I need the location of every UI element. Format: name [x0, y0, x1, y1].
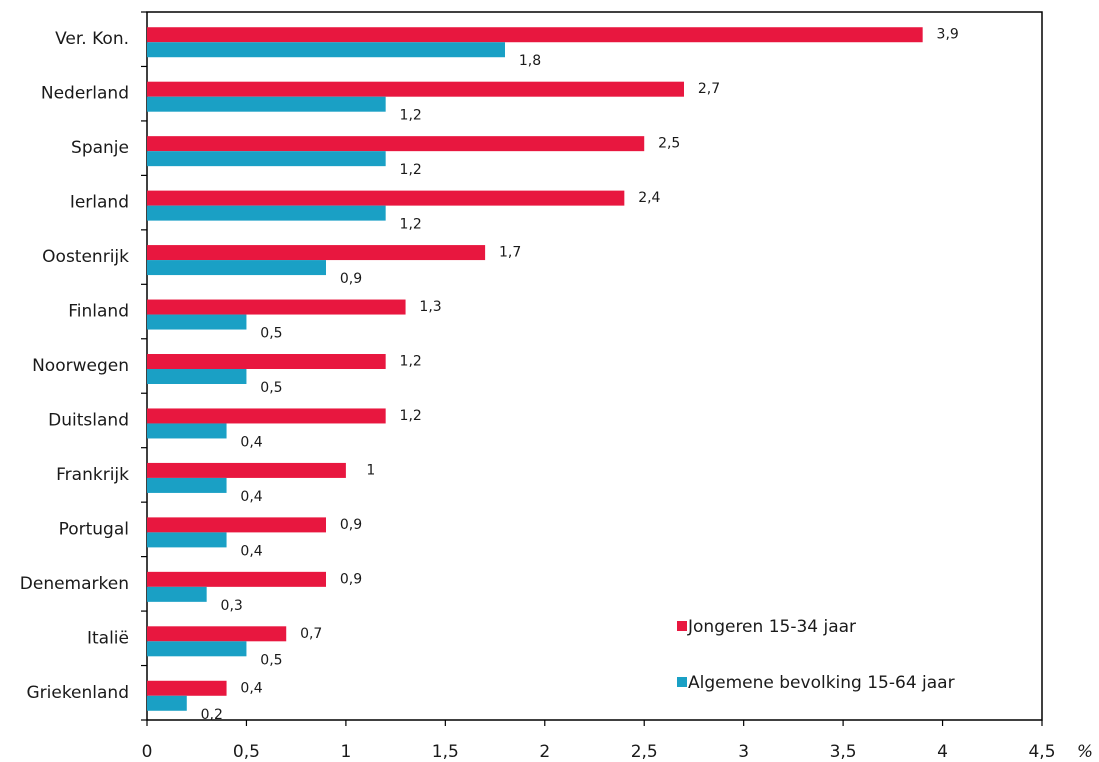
bar [147, 299, 406, 315]
x-tick-label: 0,5 [233, 742, 260, 762]
bar [147, 27, 923, 43]
bar [147, 477, 227, 493]
bar [147, 190, 625, 206]
value-label: 0,3 [221, 598, 243, 614]
value-label: 0,5 [260, 652, 282, 668]
category-label: Oostenrijk [42, 247, 129, 267]
value-label: 1,2 [400, 354, 422, 370]
x-tick-label: 1,5 [432, 742, 459, 762]
bar [147, 462, 346, 478]
value-label: 0,2 [201, 707, 223, 723]
bar [147, 532, 227, 548]
value-label: 0,9 [340, 517, 362, 533]
bar [147, 408, 386, 424]
bar [147, 205, 386, 221]
category-label: Finland [68, 302, 129, 322]
legend-swatch [677, 677, 687, 687]
value-label: 1,8 [519, 53, 541, 69]
legend-label: Jongeren 15-34 jaar [687, 617, 856, 637]
value-label: 0,7 [300, 626, 322, 642]
bar [147, 260, 326, 276]
value-label: 1,2 [400, 408, 422, 424]
value-label: 2,4 [638, 190, 660, 206]
value-label: 0,5 [260, 380, 282, 396]
bar [147, 423, 227, 439]
bar [147, 314, 247, 330]
bar [147, 151, 386, 167]
bar [147, 586, 207, 602]
category-label: Ver. Kon. [55, 29, 129, 49]
category-label: Ierland [70, 193, 129, 213]
category-label: Denemarken [20, 574, 129, 594]
value-label: 1,2 [400, 217, 422, 233]
value-label: 1,7 [499, 245, 521, 261]
bar [147, 136, 645, 152]
value-label: 1,2 [400, 108, 422, 124]
category-label: Nederland [41, 84, 129, 104]
value-label: 2,7 [698, 81, 720, 97]
x-tick-label: 4,5 [1028, 742, 1055, 762]
legend-label: Algemene bevolking 15-64 jaar [688, 673, 955, 693]
bar [147, 680, 227, 696]
category-label: Portugal [59, 519, 129, 539]
category-label: Italië [87, 628, 129, 648]
category-label: Spanje [71, 138, 129, 158]
x-tick-label: 3 [738, 742, 749, 762]
bar [147, 641, 247, 657]
bar [147, 42, 505, 58]
bar [147, 369, 247, 384]
value-label: 0,5 [260, 326, 282, 342]
bar [147, 245, 486, 261]
bar [147, 626, 287, 642]
bar [147, 354, 386, 369]
value-label: 1 [366, 462, 375, 478]
value-label: 2,5 [658, 136, 680, 152]
value-label: 3,9 [937, 27, 959, 43]
x-tick-label: 1 [340, 742, 351, 762]
x-tick-label: 4 [937, 742, 948, 762]
category-label: Noorwegen [32, 356, 129, 376]
bar [147, 695, 187, 711]
value-label: 1,3 [419, 299, 441, 315]
x-tick-label: 3,5 [830, 742, 857, 762]
x-tick-label: 2,5 [631, 742, 658, 762]
x-tick-label: 0 [142, 742, 153, 762]
value-label: 0,9 [340, 571, 362, 587]
bar [147, 517, 326, 533]
bar [147, 81, 684, 97]
value-label: 0,9 [340, 271, 362, 287]
value-label: 1,2 [400, 162, 422, 178]
category-label: Duitsland [48, 410, 129, 430]
category-label: Griekenland [26, 683, 129, 703]
legend-swatch [677, 621, 687, 631]
value-label: 0,4 [240, 434, 262, 450]
value-label: 0,4 [240, 489, 262, 505]
bar [147, 571, 326, 587]
value-label: 0,4 [240, 543, 262, 559]
x-axis-unit: % [1077, 742, 1093, 762]
value-label: 0,4 [240, 680, 262, 696]
x-tick-label: 2 [539, 742, 550, 762]
bar [147, 96, 386, 112]
category-label: Frankrijk [56, 465, 129, 485]
